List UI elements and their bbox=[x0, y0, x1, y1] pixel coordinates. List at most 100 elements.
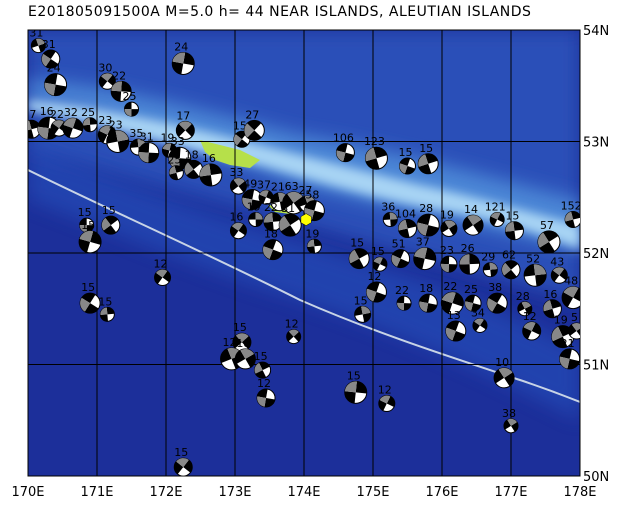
mechanism-depth-label: 27 bbox=[22, 108, 36, 121]
focal-mechanism: 14 bbox=[462, 203, 484, 236]
mechanism-depth-label: 22 bbox=[264, 201, 278, 214]
lon-label: 175E bbox=[356, 485, 389, 500]
event-marker-layer bbox=[300, 213, 312, 226]
mechanism-depth-label: 31 bbox=[140, 131, 154, 144]
focal-mechanism: 25 bbox=[167, 154, 184, 181]
focal-mechanism: 10 bbox=[493, 356, 515, 389]
mechanism-depth-label: 21 bbox=[561, 337, 575, 350]
mechanism-depth-label: 15 bbox=[399, 146, 413, 159]
focal-mechanism: 38 bbox=[502, 407, 519, 434]
mechanism-depth-label: 62 bbox=[502, 249, 516, 262]
focal-mechanism: 22 bbox=[110, 69, 132, 102]
mechanism-depth-label: 57 bbox=[540, 219, 554, 232]
island-attu bbox=[200, 140, 260, 168]
mechanism-depth-label: 31 bbox=[281, 202, 295, 215]
focal-mechanism: 34 bbox=[471, 306, 488, 333]
focal-mechanism: 16 bbox=[229, 211, 247, 240]
focal-mechanism: 23 bbox=[440, 244, 458, 273]
mechanism-depth-label: 19 bbox=[440, 208, 454, 221]
mechanism-depth-label: 18 bbox=[236, 337, 250, 350]
mechanism-depth-label: 16 bbox=[229, 211, 243, 224]
mechanism-depth-label: 27 bbox=[245, 108, 259, 121]
mechanism-depth-label: 28 bbox=[516, 290, 530, 303]
focal-mechanism: 31 bbox=[278, 202, 302, 237]
mechanism-depth-label: 22 bbox=[395, 284, 409, 297]
mechanism-depth-label: 15 bbox=[354, 294, 368, 307]
focal-mechanism: 15 bbox=[78, 219, 102, 254]
mechanism-depth-label: 49 bbox=[243, 177, 257, 190]
mechanism-depth-label: 16 bbox=[202, 152, 216, 165]
focal-mechanism: 33 bbox=[229, 166, 247, 195]
mechanism-depth-label: 24 bbox=[174, 40, 188, 53]
focal-mechanism: 12 bbox=[285, 318, 302, 345]
mechanism-depth-label: 30 bbox=[98, 61, 112, 74]
mechanism-depth-label: 25 bbox=[81, 106, 95, 119]
focal-mechanism: 18 bbox=[184, 148, 204, 179]
mechanism-depth-label: 104 bbox=[395, 207, 416, 220]
focal-mechanism: 48 bbox=[561, 275, 580, 310]
mechanism-depth-label: 32 bbox=[64, 106, 78, 119]
mechanism-depth-label: 12 bbox=[523, 310, 537, 323]
plot-frame bbox=[27, 29, 581, 477]
focal-mechanism: 15 bbox=[79, 281, 101, 314]
focal-mechanism: 57 bbox=[537, 219, 561, 254]
mechanism-depth-label: 15 bbox=[81, 219, 95, 232]
mechanism-depth-label: 25 bbox=[123, 90, 137, 103]
grid-lines bbox=[28, 30, 580, 476]
mechanism-depth-label: 18 bbox=[185, 148, 199, 161]
focal-mechanism: 25 bbox=[123, 90, 139, 117]
focal-mechanism: 21 bbox=[559, 337, 580, 370]
lon-label: 178E bbox=[563, 485, 596, 500]
mechanism-depth-label: 12 bbox=[367, 270, 381, 283]
mechanism-depth-label: 29 bbox=[481, 251, 495, 264]
focal-mechanism: 15 bbox=[354, 294, 372, 323]
focal-mechanism: 18 bbox=[234, 337, 256, 370]
mechanism-depth-label: 34 bbox=[471, 306, 485, 319]
mechanism-depth-label: 12 bbox=[257, 377, 271, 390]
focal-mechanism: 37 bbox=[413, 236, 437, 271]
focal-mechanism: 15 bbox=[254, 350, 272, 379]
lon-label: 171E bbox=[80, 485, 113, 500]
focal-mechanism: 15 bbox=[233, 119, 251, 148]
mechanism-depth-label: 38 bbox=[488, 281, 502, 294]
focal-mechanism: 18 bbox=[418, 282, 438, 313]
focal-mechanism: 19 bbox=[440, 208, 458, 237]
mechanism-depth-label: 37 bbox=[257, 178, 271, 191]
mechanism-depth-label: 43 bbox=[550, 255, 564, 268]
epicenter-marker bbox=[300, 213, 312, 226]
mechanism-depth-label: 18 bbox=[419, 282, 433, 295]
mechanism-depth-label: 12 bbox=[223, 336, 237, 349]
focal-mechanism: 15 bbox=[504, 210, 524, 241]
mechanism-depth-label: 26 bbox=[461, 242, 475, 255]
mechanism-depth-label: 52 bbox=[526, 252, 540, 265]
mechanism-depth-label: 12 bbox=[378, 384, 392, 397]
lon-label: 177E bbox=[494, 485, 527, 500]
focal-mechanism: 31 bbox=[29, 30, 46, 54]
mechanism-depth-label: 17 bbox=[176, 109, 190, 122]
mechanism-depth-label: 15 bbox=[347, 369, 361, 382]
mechanism-depth-label: 19 bbox=[160, 131, 174, 144]
focal-mechanism: 52 bbox=[523, 252, 547, 287]
mechanism-depth-label: 15 bbox=[81, 281, 95, 294]
lat-label: 53N bbox=[583, 136, 609, 151]
mechanism-depth-label: 23 bbox=[440, 244, 454, 257]
focal-mechanism: 15 bbox=[173, 446, 193, 476]
focal-mechanism: 22 bbox=[395, 284, 412, 311]
focal-mechanism: 12 bbox=[522, 310, 542, 341]
focal-mechanism: 15 bbox=[417, 142, 439, 175]
lon-label: 170E bbox=[11, 485, 44, 500]
focal-mechanism: 26 bbox=[459, 242, 481, 275]
mechanism-depth-label: 16 bbox=[40, 105, 54, 118]
focal-mechanism: 104 bbox=[395, 207, 417, 238]
lon-label: 174E bbox=[287, 485, 320, 500]
mechanism-depth-label: 152 bbox=[561, 200, 582, 213]
focal-mechanism: 25 bbox=[464, 283, 482, 312]
focal-mechanism: 12 bbox=[154, 258, 172, 287]
lon-label: 176E bbox=[425, 485, 458, 500]
mechanism-depth-label: 121 bbox=[485, 201, 506, 214]
focal-mechanism: 19 bbox=[305, 227, 322, 254]
focal-mechanism: 16 bbox=[542, 288, 562, 319]
focal-mechanism: 32 bbox=[62, 106, 84, 139]
mechanism-depth-label: 106 bbox=[333, 132, 354, 145]
